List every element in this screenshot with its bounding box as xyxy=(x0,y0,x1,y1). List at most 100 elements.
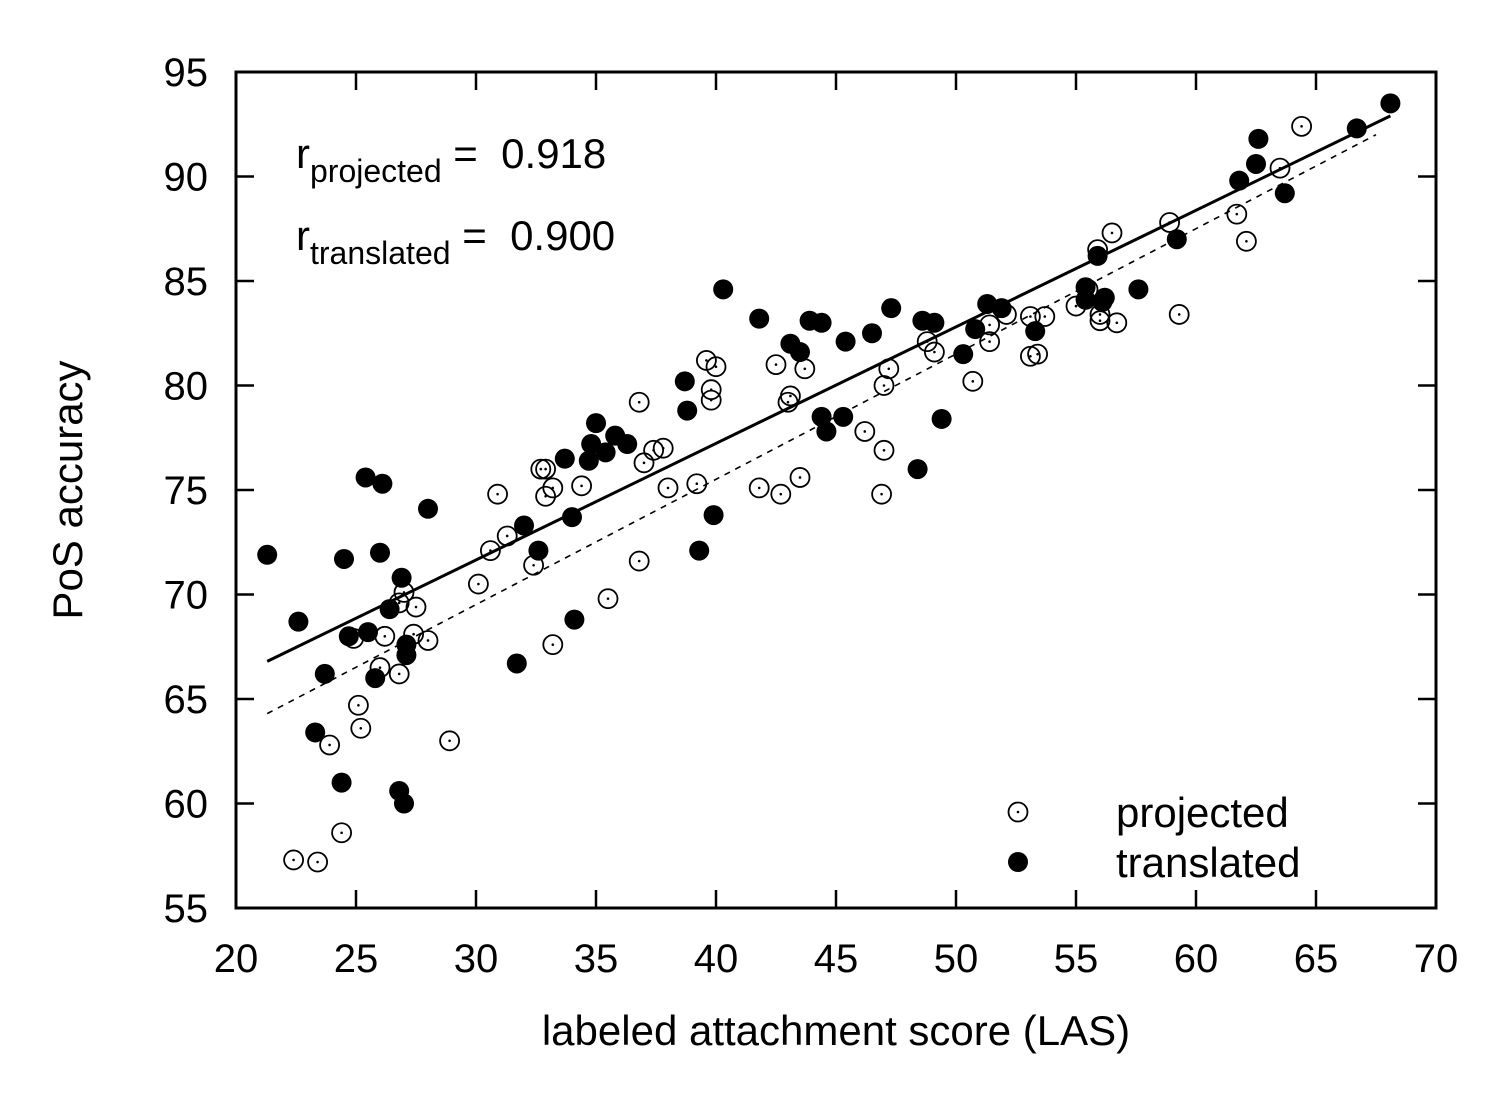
point-translated xyxy=(365,668,386,689)
x-tick-label: 60 xyxy=(1174,937,1219,981)
y-tick-label: 75 xyxy=(164,469,209,513)
point-projected xyxy=(496,525,518,547)
point-translated xyxy=(677,400,698,421)
point-projected xyxy=(765,354,787,376)
point-translated xyxy=(586,413,606,434)
point-translated xyxy=(1380,93,1401,114)
y-tick-label: 80 xyxy=(164,365,209,409)
point-translated xyxy=(833,406,854,427)
point-projected xyxy=(1034,306,1056,327)
point-projected xyxy=(633,452,655,474)
point-translated xyxy=(338,626,359,647)
point-projected xyxy=(1226,203,1248,225)
point-projected xyxy=(331,822,353,844)
x-tick-label: 55 xyxy=(1054,937,1099,981)
point-projected xyxy=(962,370,984,392)
point-projected xyxy=(1106,312,1128,334)
point-projected xyxy=(535,458,556,480)
point-translated xyxy=(811,312,832,333)
x-tick-label: 70 xyxy=(1414,937,1459,981)
point-translated xyxy=(1094,287,1115,308)
point-translated xyxy=(953,344,974,365)
point-translated xyxy=(355,467,376,488)
point-translated xyxy=(334,548,354,569)
point-translated xyxy=(1087,245,1108,266)
point-translated xyxy=(1025,321,1046,342)
point-translated xyxy=(305,722,326,743)
point-translated xyxy=(578,450,599,471)
x-tick-label: 20 xyxy=(214,937,259,981)
point-translated xyxy=(418,498,438,519)
x-tick-label: 50 xyxy=(934,937,979,981)
point-translated xyxy=(506,653,527,674)
point-translated xyxy=(396,645,417,666)
point-translated xyxy=(881,298,902,319)
point-translated xyxy=(564,609,585,630)
point-translated xyxy=(562,507,582,528)
x-ticks: 20 25 30 35 40 45 50 55 60 65 70 xyxy=(214,72,1459,981)
y-tick-label: 60 xyxy=(164,783,209,827)
point-projected xyxy=(873,439,895,461)
point-translated xyxy=(1229,170,1250,191)
point-projected xyxy=(319,734,341,756)
point-projected xyxy=(405,596,427,618)
point-translated xyxy=(907,459,928,480)
point-projected xyxy=(652,437,674,459)
r-translated-annotation: rtranslated = 0.900 xyxy=(296,212,615,271)
point-projected xyxy=(374,625,396,647)
point-translated xyxy=(689,540,710,561)
point-translated xyxy=(358,622,378,643)
point-projected xyxy=(1101,222,1123,244)
y-tick-label: 55 xyxy=(164,887,209,931)
point-projected xyxy=(770,483,792,505)
point-projected xyxy=(628,550,650,572)
point-translated xyxy=(372,473,393,494)
point-projected xyxy=(924,341,945,363)
point-projected xyxy=(705,356,727,378)
point-projected xyxy=(878,358,900,380)
point-translated xyxy=(1246,153,1266,174)
legend-projected-label: projected xyxy=(1116,789,1289,836)
point-projected xyxy=(686,473,708,495)
point-translated xyxy=(314,663,335,684)
x-axis-label: labeled attachment score (LAS) xyxy=(542,1007,1130,1054)
point-translated xyxy=(965,319,986,340)
point-projected xyxy=(794,358,816,380)
point-translated xyxy=(991,298,1012,319)
point-projected xyxy=(542,634,564,656)
point-translated xyxy=(1075,289,1096,310)
point-translated xyxy=(703,505,724,526)
point-translated xyxy=(835,331,856,352)
point-translated xyxy=(749,308,770,329)
point-projected xyxy=(700,379,722,401)
point-projected xyxy=(1236,230,1257,252)
point-projected xyxy=(777,391,799,413)
point-translated xyxy=(924,312,945,333)
point-projected xyxy=(347,694,369,716)
point-translated xyxy=(394,793,414,814)
point-projected xyxy=(1027,343,1048,365)
point-translated xyxy=(1248,128,1269,149)
point-projected xyxy=(467,573,489,595)
x-tick-label: 65 xyxy=(1294,937,1339,981)
point-projected xyxy=(530,458,552,480)
legend-translated-marker xyxy=(1008,852,1028,872)
y-tick-label: 70 xyxy=(164,574,209,618)
point-projected xyxy=(571,475,592,497)
legend-projected-marker xyxy=(1007,801,1029,823)
point-translated xyxy=(790,342,810,363)
y-ticks: 55 60 65 70 75 80 85 90 95 xyxy=(164,51,1436,931)
point-projected xyxy=(535,485,556,507)
legend-translated-label: translated xyxy=(1116,839,1300,886)
point-projected xyxy=(979,331,1000,353)
point-translated xyxy=(1274,183,1295,204)
point-translated xyxy=(288,611,309,632)
point-translated xyxy=(370,542,390,563)
point-translated xyxy=(379,599,400,620)
point-projected xyxy=(487,483,509,505)
point-projected xyxy=(479,540,501,562)
r-projected-annotation: rprojected = 0.918 xyxy=(296,130,606,189)
point-projected xyxy=(307,851,329,873)
plot-frame xyxy=(234,70,1438,910)
